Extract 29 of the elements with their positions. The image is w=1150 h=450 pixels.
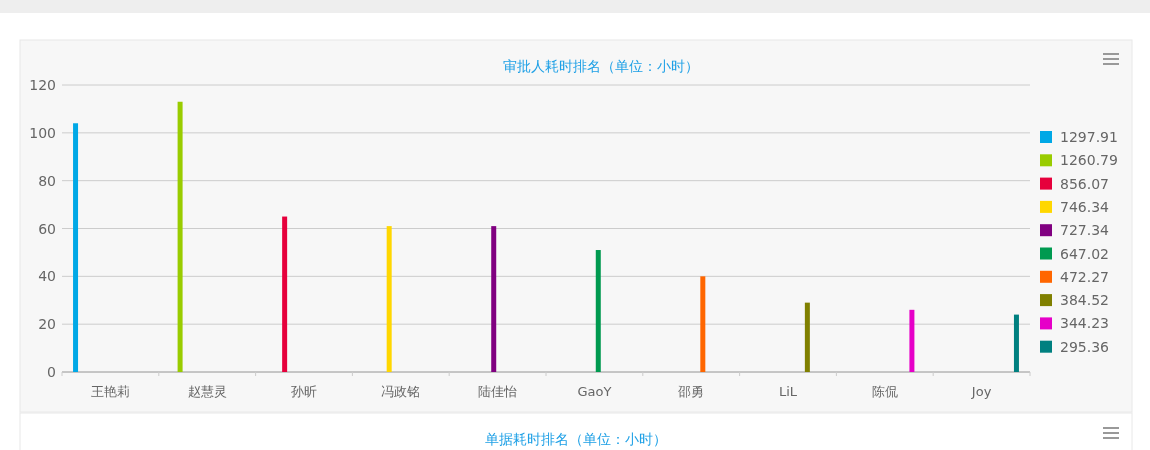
- y-tick-label: 0: [47, 364, 56, 380]
- legend-label: 746.34: [1060, 198, 1110, 215]
- legend-label: 1297.91: [1060, 129, 1118, 145]
- y-tick-label: 60: [38, 220, 56, 237]
- legend-label: 856.07: [1060, 175, 1109, 192]
- x-tick-label: 孙昕: [291, 384, 317, 399]
- y-tick-label: 120: [29, 77, 56, 93]
- legend-label: 647.02: [1060, 245, 1109, 262]
- x-tick-label: 邵勇: [678, 384, 705, 399]
- x-tick-label: 陆佳怡: [478, 384, 518, 399]
- y-tick-label: 20: [38, 316, 56, 333]
- legend-label: 295.36: [1060, 338, 1110, 355]
- x-tick-label: 陈侃: [871, 384, 898, 399]
- legend-label: 344.23: [1060, 315, 1109, 332]
- legend-label: 1260.79: [1060, 152, 1118, 169]
- x-tick-label: 王艳莉: [90, 384, 130, 399]
- x-tick-label: 冯政铭: [381, 384, 421, 399]
- legend-label: 727.34: [1060, 222, 1110, 239]
- y-tick-label: 40: [38, 268, 56, 285]
- x-tick-label: 赵慧灵: [187, 384, 227, 399]
- legend-label: 384.52: [1060, 292, 1109, 309]
- chart-title: 审批人耗时排名（单位：小时）: [503, 58, 699, 74]
- x-tick-label: GaoY: [577, 384, 612, 399]
- y-tick-label: 80: [38, 172, 56, 189]
- legend-label: 472.27: [1060, 268, 1109, 285]
- y-tick-label: 100: [29, 124, 56, 141]
- text: 单据耗时排名（单位：小时）: [485, 431, 667, 447]
- x-tick-label: LiL: [778, 384, 798, 399]
- x-tick-label: Joy: [970, 384, 992, 399]
